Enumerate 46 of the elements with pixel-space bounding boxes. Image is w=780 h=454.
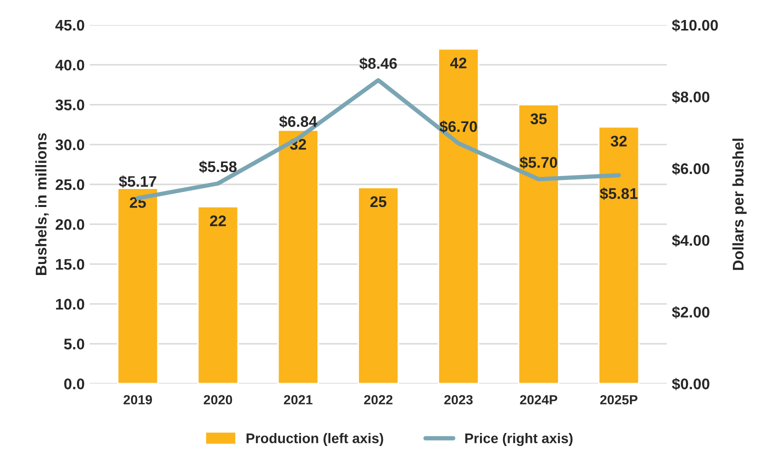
y-tick-label: 45.0 [55, 20, 84, 31]
y-tick-label: 15.0 [56, 258, 84, 270]
y2-tick-label: $6.00 [672, 162, 710, 176]
y2-tick-label: $0.00 [672, 378, 710, 390]
data-label: 35 [530, 113, 547, 124]
data-label: $5.17 [118, 175, 156, 188]
data-label: $5.81 [600, 187, 638, 200]
y2-axis-title: Dollars per bushel [732, 138, 747, 270]
legend-label: Price (right axis) [465, 433, 573, 446]
y2-tick-label: $2.00 [672, 306, 710, 319]
x-tick-label: 2023 [444, 395, 473, 404]
data-label: $6.70 [440, 120, 477, 133]
bar [117, 188, 159, 384]
y-tick-label: 40.0 [55, 60, 84, 71]
x-tick-label: 2022 [364, 395, 392, 404]
legend-label: Production (left axis) [246, 433, 384, 446]
y2-tick-label: $8.00 [672, 90, 710, 104]
data-label: $8.46 [359, 57, 397, 70]
x-tick-label: 2019 [124, 395, 152, 404]
y-axis-title: Bushels, in millions [35, 133, 49, 276]
y-tick-label: 0.0 [64, 378, 84, 390]
data-label: $5.58 [199, 160, 237, 174]
data-label: 42 [450, 58, 466, 68]
x-tick-label: 2025P [600, 395, 638, 404]
y-tick-label: 25.0 [56, 179, 84, 190]
y-tick-label: 5.0 [64, 338, 84, 350]
x-tick-label: 2020 [204, 395, 232, 404]
y-tick-label: 30.0 [55, 139, 84, 150]
bar [438, 48, 480, 384]
y-tick-label: 35.0 [55, 100, 84, 110]
data-label: 32 [610, 136, 627, 147]
data-label: $5.70 [520, 156, 558, 169]
bar [598, 126, 640, 384]
y-tick-label: 20.0 [56, 219, 84, 230]
bar [277, 129, 319, 384]
data-label: 25 [370, 196, 386, 208]
bar [518, 104, 560, 384]
data-label: 22 [210, 215, 226, 226]
x-tick-label: 2024P [520, 395, 558, 404]
x-tick-label: 2021 [284, 395, 312, 404]
y-tick-label: 10.0 [56, 298, 84, 310]
bar [358, 186, 400, 384]
y2-tick-label: $10.00 [672, 19, 718, 32]
bar [197, 206, 239, 384]
data-label: $6.84 [279, 115, 318, 128]
y2-tick-label: $4.00 [672, 234, 710, 247]
